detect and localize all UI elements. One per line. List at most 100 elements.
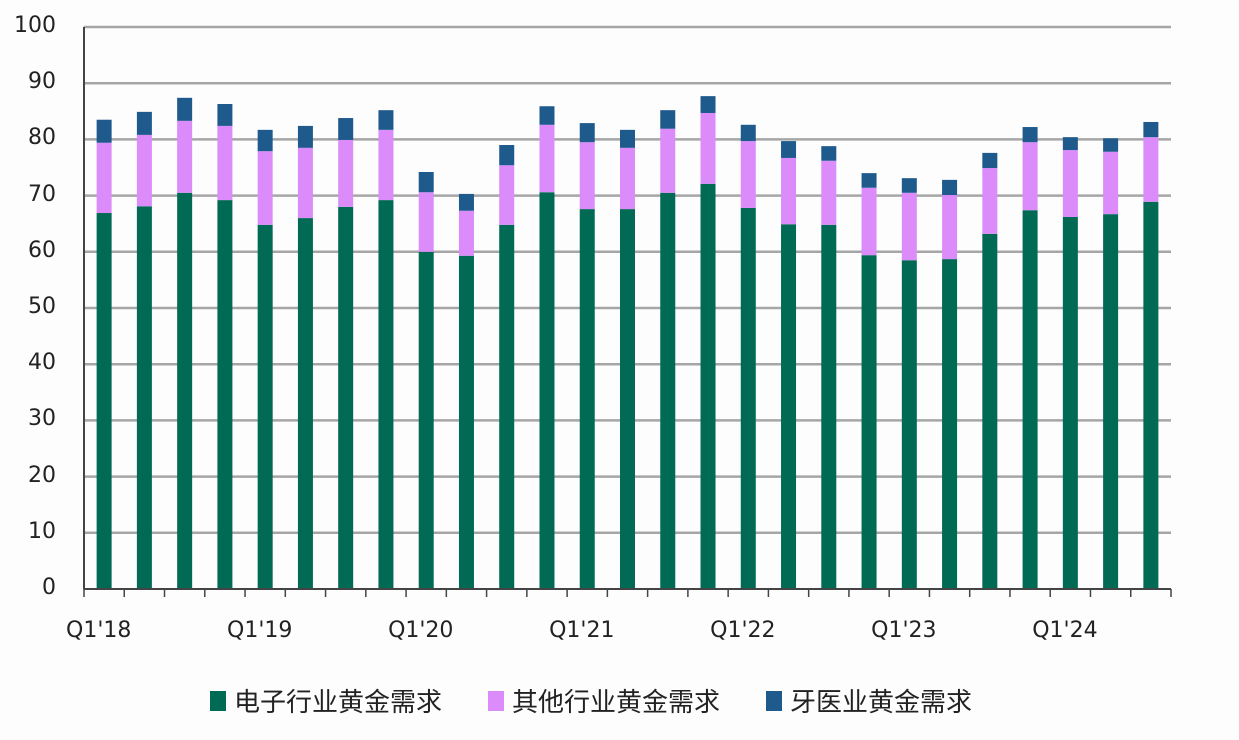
bar-segment[interactable] — [458, 255, 474, 589]
legend-label: 电子行业黄金需求 — [234, 688, 443, 718]
bar-segment[interactable] — [1062, 216, 1078, 589]
bar-segment[interactable] — [700, 96, 716, 113]
bar-segment[interactable] — [257, 129, 273, 152]
bar-segment[interactable] — [620, 129, 635, 148]
bar-segment[interactable] — [297, 125, 313, 148]
bar-segment[interactable] — [418, 171, 434, 193]
bar-segment[interactable] — [1022, 142, 1038, 211]
x-tick-label: Q1'20 — [388, 618, 454, 643]
bar-segment[interactable] — [660, 110, 676, 129]
bar-segment[interactable] — [740, 141, 756, 208]
bar-segment[interactable] — [177, 192, 193, 590]
bar-segment[interactable] — [96, 213, 112, 589]
bar-segment[interactable] — [1103, 151, 1119, 215]
bar-segment[interactable] — [821, 146, 837, 161]
bar-segment[interactable] — [1103, 214, 1119, 589]
bar-segment[interactable] — [297, 147, 313, 219]
bar-segment[interactable] — [901, 178, 917, 193]
bar-segment[interactable] — [781, 157, 797, 225]
y-tick-label: 70 — [28, 181, 56, 207]
bar-segment[interactable] — [257, 224, 273, 589]
bar-segment[interactable] — [861, 255, 877, 589]
y-tick-label: 0 — [42, 575, 56, 600]
bar-segment[interactable] — [297, 218, 313, 589]
bar-segment[interactable] — [378, 110, 394, 130]
bar-segment[interactable] — [740, 207, 756, 590]
bar-segment[interactable] — [217, 125, 233, 201]
bar-segment[interactable] — [1062, 150, 1078, 217]
bar-segment[interactable] — [579, 142, 595, 210]
bar-segment[interactable] — [136, 111, 152, 135]
bar-segment[interactable] — [982, 233, 998, 590]
bar-segment[interactable] — [660, 192, 676, 590]
bar-segment[interactable] — [499, 224, 515, 589]
legend: 电子行业黄金需求 其他行业黄金需求 牙医业黄金需求 — [210, 682, 972, 719]
bar-segment[interactable] — [781, 224, 797, 589]
y-tick-label: 100 — [14, 13, 56, 38]
bar-segment[interactable] — [1103, 138, 1119, 152]
bar-segment[interactable] — [1143, 137, 1159, 202]
y-tick-label: 30 — [28, 406, 56, 432]
bar-segment[interactable] — [861, 187, 877, 256]
bar-segment[interactable] — [338, 139, 354, 207]
bar-segment[interactable] — [136, 134, 152, 207]
bar-segment[interactable] — [1143, 121, 1159, 138]
bar-segment[interactable] — [821, 224, 837, 589]
legend-swatch-icon — [488, 690, 505, 711]
bar-segment[interactable] — [539, 192, 555, 589]
bar-segment[interactable] — [378, 200, 394, 589]
bar-segment[interactable] — [177, 120, 193, 193]
bar-segment[interactable] — [257, 151, 273, 225]
y-tick-label: 50 — [28, 294, 56, 319]
bar-segment[interactable] — [942, 179, 958, 196]
x-tick-label: Q1'23 — [871, 618, 937, 643]
axes — [83, 27, 1172, 597]
bar-segment[interactable] — [620, 147, 635, 210]
bar-segment[interactable] — [499, 165, 515, 225]
bar-segment[interactable] — [418, 251, 434, 590]
bar-segment[interactable] — [338, 206, 354, 589]
bar-segment[interactable] — [418, 192, 434, 252]
bar-segment[interactable] — [217, 103, 233, 126]
bar-segment[interactable] — [499, 145, 515, 166]
legend-item-other-industry[interactable]: 其他行业黄金需求 — [488, 682, 720, 719]
bar-segment[interactable] — [539, 106, 555, 125]
bar-segment[interactable] — [458, 193, 474, 211]
bars — [96, 96, 1159, 590]
bar-segment[interactable] — [781, 141, 797, 158]
legend-item-dental[interactable]: 牙医业黄金需求 — [766, 682, 972, 719]
y-tick-label: 20 — [28, 462, 56, 488]
bar-segment[interactable] — [177, 97, 193, 121]
bar-segment[interactable] — [982, 152, 998, 169]
bar-segment[interactable] — [660, 128, 676, 193]
bar-segment[interactable] — [96, 142, 112, 214]
bar-segment[interactable] — [217, 200, 233, 589]
bar-segment[interactable] — [338, 118, 354, 140]
bar-segment[interactable] — [1143, 201, 1159, 590]
bar-segment[interactable] — [942, 259, 958, 589]
bar-segment[interactable] — [700, 112, 716, 184]
bar-segment[interactable] — [901, 192, 917, 261]
x-tick-label: Q1'18 — [66, 618, 132, 643]
bar-segment[interactable] — [136, 206, 152, 589]
bar-segment[interactable] — [579, 209, 595, 589]
bar-segment[interactable] — [982, 168, 998, 234]
bar-segment[interactable] — [539, 124, 555, 193]
bar-segment[interactable] — [901, 260, 917, 589]
bar-segment[interactable] — [458, 210, 474, 256]
bar-segment[interactable] — [821, 160, 837, 225]
bar-segment[interactable] — [1022, 210, 1038, 589]
bar-segment[interactable] — [579, 123, 595, 143]
bar-segment[interactable] — [1022, 127, 1038, 143]
y-tick-label: 10 — [28, 518, 56, 544]
legend-item-electronics[interactable]: 电子行业黄金需求 — [210, 682, 442, 719]
bar-segment[interactable] — [378, 129, 394, 201]
bar-segment[interactable] — [942, 195, 958, 260]
bar-segment[interactable] — [1062, 137, 1078, 151]
bar-segment[interactable] — [620, 209, 635, 589]
y-tick-label: 60 — [28, 237, 56, 263]
bar-segment[interactable] — [740, 124, 756, 142]
bar-segment[interactable] — [700, 183, 716, 589]
bar-segment[interactable] — [96, 119, 112, 143]
bar-segment[interactable] — [861, 173, 877, 188]
